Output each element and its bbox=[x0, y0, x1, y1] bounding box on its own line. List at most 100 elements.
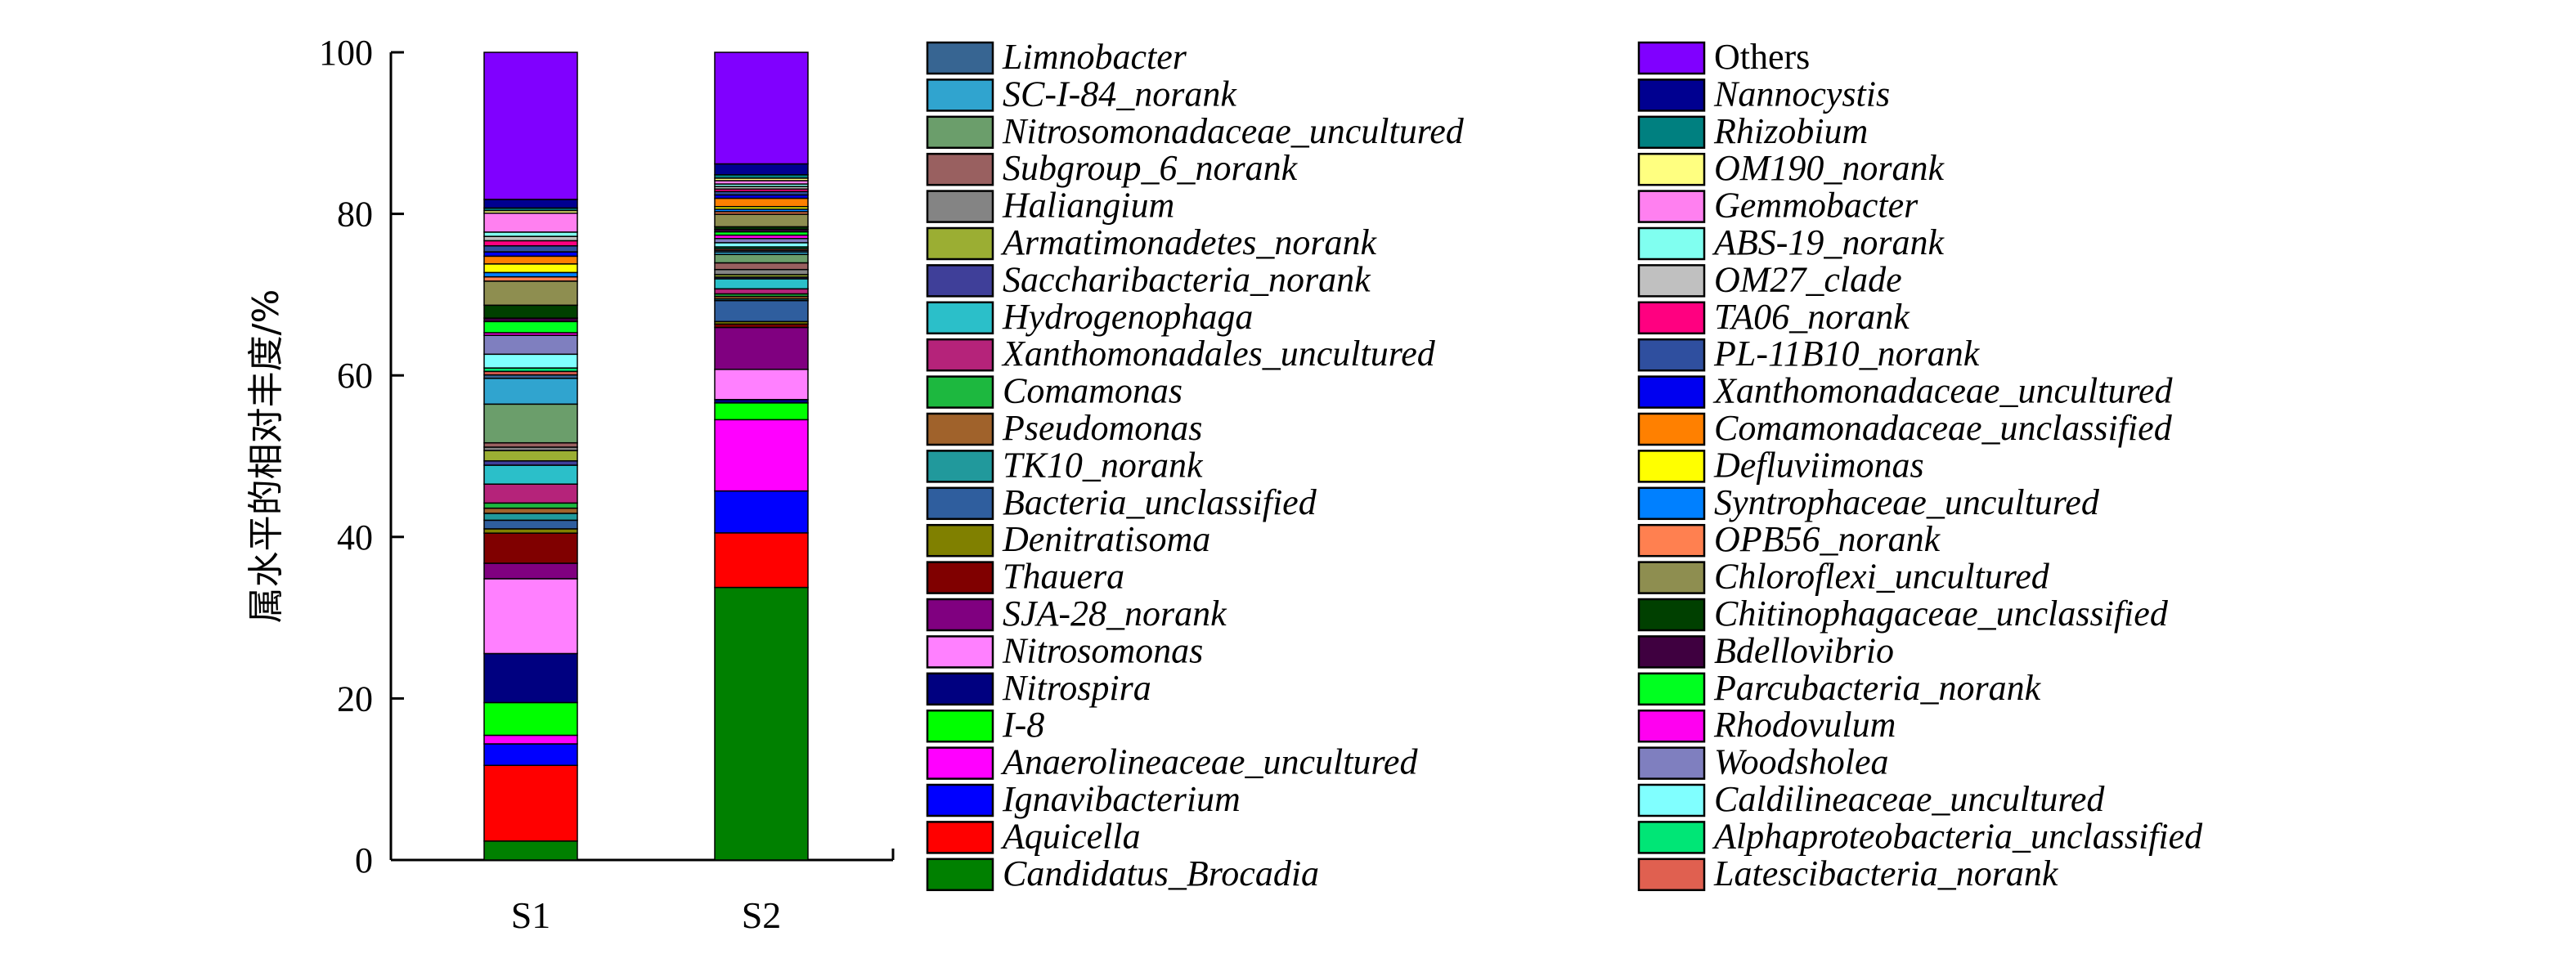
legend-label-nitrosomonadaceae-uncultured: Nitrosomonadaceae_uncultured bbox=[1002, 111, 1465, 151]
legend-label-opb56-norank: OPB56_norank bbox=[1714, 519, 1941, 559]
legend-label-woodsholea: Woodsholea bbox=[1714, 742, 1889, 782]
legend-label-caldilineaceae-uncultured: Caldilineaceae_uncultured bbox=[1714, 779, 2105, 819]
legend-label-chitinophagaceae-unclassified: Chitinophagaceae_unclassified bbox=[1714, 593, 2169, 634]
bar-segment-s2-caldilineaceae-uncultured bbox=[714, 242, 809, 248]
legend-label-bacteria-unclassified: Bacteria_unclassified bbox=[1003, 482, 1317, 522]
legend-swatch-latescibacteria-norank bbox=[1637, 858, 1706, 892]
bar-segment-s2-comamonadaceae-unclassified bbox=[714, 197, 809, 208]
bar-segment-s1-aquicella bbox=[483, 764, 578, 842]
legend-swatch-pseudomonas bbox=[926, 412, 994, 446]
legend-swatch-anaerolineaceae-uncultured bbox=[926, 746, 994, 780]
bar-segment-s2-haliangium bbox=[714, 268, 809, 275]
bar-segment-s1-thauera bbox=[483, 532, 578, 564]
bar-segment-s2-ignavibacterium bbox=[714, 490, 809, 534]
bar-segment-s1-ta06-norank bbox=[483, 240, 578, 247]
bar-segment-s1-defluviimonas bbox=[483, 263, 578, 274]
bar-segment-s2-anaerolineaceae-uncultured bbox=[714, 419, 809, 492]
legend-label-comamonadaceae-unclassified: Comamonadaceae_unclassified bbox=[1714, 408, 2173, 448]
bar-segment-s1-sja-28-norank bbox=[483, 562, 578, 580]
bar-segment-s1-nitrosomonadaceae-uncultured bbox=[483, 403, 578, 444]
legend-swatch-nitrospira bbox=[926, 672, 994, 706]
bar-segment-s1-opb56-norank bbox=[483, 275, 578, 282]
bar-segment-s2-hydrogenophaga bbox=[714, 278, 809, 290]
bar-segment-s2-nitrosomonadaceae-uncultured bbox=[714, 253, 809, 264]
bar-segment-s1-tk10-norank bbox=[483, 513, 578, 522]
legend-label-xanthomonadales-uncultured: Xanthomonadales_uncultured bbox=[1001, 334, 1436, 374]
y-tick-label-20: 20 bbox=[337, 679, 373, 719]
bar-segment-s1-others bbox=[483, 52, 578, 200]
bar-segment-s2-nitrosomonas bbox=[714, 369, 809, 401]
bar-segment-s1-anaerolineaceae-uncultured bbox=[483, 734, 578, 745]
legend-swatch-nannocystis bbox=[1637, 78, 1706, 112]
legend-label-alphaproteobacteria-unclassified: Alphaproteobacteria_unclassified bbox=[1712, 816, 2203, 856]
legend-swatch-xanthomonadaceae-uncultured bbox=[1637, 375, 1706, 409]
bar-segment-s1-hydrogenophaga bbox=[483, 464, 578, 485]
bar-segment-s2-xanthomonadales-uncultured bbox=[714, 288, 809, 295]
axes: S1 S2 0 20 40 60 80 100 属水平的相对丰度/% bbox=[245, 33, 895, 936]
legend-swatch-nitrosomonadaceae-uncultured bbox=[926, 115, 994, 150]
legend-label-nitrosomonas: Nitrosomonas bbox=[1002, 630, 1203, 670]
legend-swatch-pl-11b10-norank bbox=[1637, 338, 1706, 372]
bar-segment-s1-armatimonadetes-norank bbox=[483, 450, 578, 462]
bar-segment-s1-comamonadaceae-unclassified bbox=[483, 255, 578, 265]
bar-segment-s1-om27-clade bbox=[483, 235, 578, 242]
legend-swatch-hydrogenophaga bbox=[926, 301, 994, 335]
y-tick-label-60: 60 bbox=[337, 356, 373, 396]
bar-segment-s1-caldilineaceae-uncultured bbox=[483, 353, 578, 369]
bar-segment-s1-subgroup-6-norank bbox=[483, 441, 578, 448]
legend-swatch-i-8 bbox=[926, 709, 994, 743]
legend-label-hydrogenophaga: Hydrogenophaga bbox=[1002, 297, 1253, 337]
legend-label-latescibacteria-norank: Latescibacteria_norank bbox=[1713, 853, 2059, 894]
legend-label-chloroflexi-uncultured: Chloroflexi_uncultured bbox=[1714, 557, 2050, 597]
bar-segment-s1-i-8 bbox=[483, 701, 578, 737]
legend-label-pseudomonas: Pseudomonas bbox=[1002, 408, 1202, 448]
legend-swatch-chloroflexi-uncultured bbox=[1637, 561, 1706, 594]
bar-segment-s1-bacteria-unclassified bbox=[483, 519, 578, 530]
legend-label-tk10-norank: TK10_norank bbox=[1003, 445, 1204, 485]
legend-label-ta06-norank: TA06_norank bbox=[1714, 297, 1910, 337]
bar-segment-s2-aquicella bbox=[714, 532, 809, 589]
legend-swatch-subgroup-6-norank bbox=[926, 152, 994, 186]
legend-label-abs-19-norank: ABS-19_norank bbox=[1712, 222, 1945, 262]
legend-label-others: Others bbox=[1714, 37, 1810, 77]
legend-label-sja-28-norank: SJA-28_norank bbox=[1003, 593, 1227, 634]
legend-swatch-om190-norank bbox=[1637, 152, 1706, 186]
bar-segment-s1-denitratisoma bbox=[483, 528, 578, 534]
legend-label-rhodovulum: Rhodovulum bbox=[1713, 705, 1896, 745]
bars bbox=[483, 52, 809, 861]
bar-segment-s1-candidatus-brocadia bbox=[483, 840, 578, 861]
legend-label-syntrophaceae-uncultured: Syntrophaceae_uncultured bbox=[1714, 482, 2100, 522]
bar-segment-s2-chloroflexi-uncultured bbox=[714, 213, 809, 228]
legend-swatch-ignavibacterium bbox=[926, 783, 994, 817]
legend-swatch-denitratisoma bbox=[926, 523, 994, 558]
legend-swatch-chitinophagaceae-unclassified bbox=[1637, 598, 1706, 632]
legend-swatch-abs-19-norank bbox=[1637, 226, 1706, 261]
legend-label-om190-norank: OM190_norank bbox=[1714, 148, 1945, 188]
legend-swatch-syntrophaceae-uncultured bbox=[1637, 486, 1706, 521]
legend-swatch-candidatus-brocadia bbox=[926, 858, 994, 892]
legend-swatch-bacteria-unclassified bbox=[926, 486, 994, 521]
y-axis-label: 属水平的相对丰度/% bbox=[245, 289, 287, 624]
legend-label-aquicella: Aquicella bbox=[1000, 816, 1141, 856]
bar-segment-s1-nitrosomonas bbox=[483, 578, 578, 655]
bar-segment-s1-ignavibacterium bbox=[483, 743, 578, 767]
legend-label-saccharibacteria-norank: Saccharibacteria_norank bbox=[1003, 259, 1371, 299]
bar-segment-s1-xanthomonadales-uncultured bbox=[483, 483, 578, 504]
legend-swatch-aquicella bbox=[926, 821, 994, 854]
bar-segment-s2-subgroup-6-norank bbox=[714, 262, 809, 271]
bar-segment-s1-chitinophagaceae-unclassified bbox=[483, 304, 578, 319]
legend-label-rhizobium: Rhizobium bbox=[1713, 111, 1868, 151]
legend-swatch-om27-clade bbox=[1637, 264, 1706, 298]
y-tick-label-80: 80 bbox=[337, 195, 373, 235]
bar-segment-s1-sc-i-84-norank bbox=[483, 378, 578, 405]
legend-swatch-gemmobacter bbox=[1637, 190, 1706, 223]
legend-swatch-tk10-norank bbox=[926, 450, 994, 483]
legend-swatch-parcubacteria-norank bbox=[1637, 672, 1706, 706]
legend-label-anaerolineaceae-uncultured: Anaerolineaceae_uncultured bbox=[1000, 742, 1418, 782]
legend-label-bdellovibrio: Bdellovibrio bbox=[1714, 630, 1894, 670]
legend-label-nitrospira: Nitrospira bbox=[1002, 668, 1151, 708]
legend-label-thauera: Thauera bbox=[1003, 557, 1124, 597]
legend-swatch-others bbox=[1637, 41, 1706, 75]
x-tick-label-s1: S1 bbox=[511, 894, 551, 936]
